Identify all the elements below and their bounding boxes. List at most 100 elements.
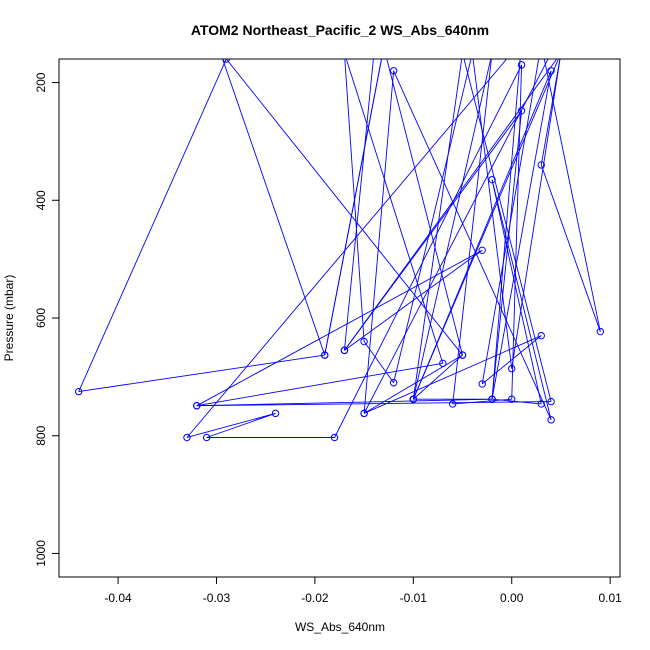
series-segment xyxy=(386,59,463,356)
x-tick-label: 0.01 xyxy=(598,591,622,605)
series-segment xyxy=(78,354,325,393)
series-segment xyxy=(196,398,493,407)
data-point xyxy=(537,400,545,408)
data-point xyxy=(321,351,329,359)
series-segment xyxy=(393,59,472,383)
data-point xyxy=(330,433,339,442)
y-tick-label: 600 xyxy=(34,308,48,328)
data-point xyxy=(340,346,349,355)
x-tick-label: -0.04 xyxy=(104,591,132,605)
data-point xyxy=(360,409,368,418)
data-point xyxy=(508,395,516,403)
data-point xyxy=(183,433,191,442)
data-point xyxy=(489,50,495,56)
data-point xyxy=(371,50,377,56)
series-segment xyxy=(540,164,601,332)
data-point xyxy=(74,387,83,396)
series-segment xyxy=(374,47,384,53)
data-point xyxy=(469,50,475,56)
series-segment xyxy=(196,362,443,407)
chart-title: ATOM2 Northeast_Pacific_2 WS_Abs_640nm xyxy=(191,22,489,38)
series-segment xyxy=(343,59,374,351)
data-point xyxy=(341,50,347,56)
data-point xyxy=(537,331,545,340)
series-segment xyxy=(412,59,492,400)
series-points xyxy=(74,38,605,442)
series-segment xyxy=(491,179,552,420)
series-segment xyxy=(412,70,552,400)
x-axis: -0.04 -0.03 -0.02 -0.01 0.00 0.01 xyxy=(104,576,622,605)
y-axis: 200 400 600 800 1000 xyxy=(34,72,60,567)
series-line xyxy=(78,47,601,438)
series-segment xyxy=(363,70,395,414)
series-segment xyxy=(363,341,394,384)
x-tick-label: -0.03 xyxy=(203,591,231,605)
data-point xyxy=(518,38,524,44)
data-point xyxy=(508,364,516,373)
data-point xyxy=(488,175,496,184)
series-segment xyxy=(463,59,552,402)
data-point xyxy=(558,50,564,56)
data-point xyxy=(547,416,555,424)
series-segment xyxy=(334,64,522,438)
series-segment xyxy=(413,354,463,400)
x-tick-label: -0.01 xyxy=(400,591,428,605)
data-point xyxy=(538,41,544,47)
series-segment xyxy=(78,59,227,392)
data-point xyxy=(558,50,564,56)
series-segment xyxy=(186,59,508,438)
data-point xyxy=(222,59,231,63)
data-point xyxy=(478,380,486,388)
series-segment xyxy=(491,179,542,405)
data-point xyxy=(537,161,545,169)
data-point xyxy=(459,50,465,56)
series-segment xyxy=(511,64,523,400)
series-segment xyxy=(412,59,463,400)
data-point xyxy=(547,397,555,406)
data-point xyxy=(213,38,219,44)
data-point xyxy=(517,61,526,69)
data-point xyxy=(458,351,467,359)
data-point xyxy=(409,395,418,403)
x-tick-label: 0.00 xyxy=(500,591,524,605)
y-tick-label: 800 xyxy=(34,425,48,445)
series-segment xyxy=(543,59,601,332)
y-tick-label: 1000 xyxy=(34,540,48,567)
data-point xyxy=(381,44,387,50)
series-segment xyxy=(491,110,523,400)
series-segment xyxy=(491,59,521,400)
data-point xyxy=(488,395,496,403)
data-point xyxy=(381,44,387,50)
series-segment xyxy=(225,59,463,356)
series-segment xyxy=(222,59,326,356)
data-point xyxy=(389,67,398,75)
series-segment xyxy=(363,335,542,414)
data-point xyxy=(596,327,605,336)
series-segment xyxy=(186,412,276,438)
y-axis-label: Pressure (mbar) xyxy=(2,275,16,362)
series-segment xyxy=(196,249,483,407)
data-point xyxy=(517,107,526,115)
x-tick-label: -0.02 xyxy=(301,591,329,605)
data-point xyxy=(271,409,280,418)
series-segment xyxy=(393,70,552,421)
data-point xyxy=(202,433,211,442)
data-point xyxy=(360,337,368,346)
data-point xyxy=(389,379,398,387)
y-tick-label: 400 xyxy=(34,190,48,210)
series-segment xyxy=(452,398,512,405)
data-point xyxy=(439,359,447,368)
series-segment xyxy=(481,59,540,385)
series-segment xyxy=(452,59,492,404)
series-segment xyxy=(206,412,276,438)
series-segment xyxy=(345,59,444,364)
y-tick-label: 200 xyxy=(34,72,48,92)
data-point xyxy=(193,402,201,410)
data-point xyxy=(548,50,554,56)
series-segment xyxy=(344,59,365,342)
series-segment xyxy=(481,335,542,385)
data-point xyxy=(547,67,555,75)
plot-area xyxy=(58,58,621,578)
series-segment xyxy=(511,59,561,369)
